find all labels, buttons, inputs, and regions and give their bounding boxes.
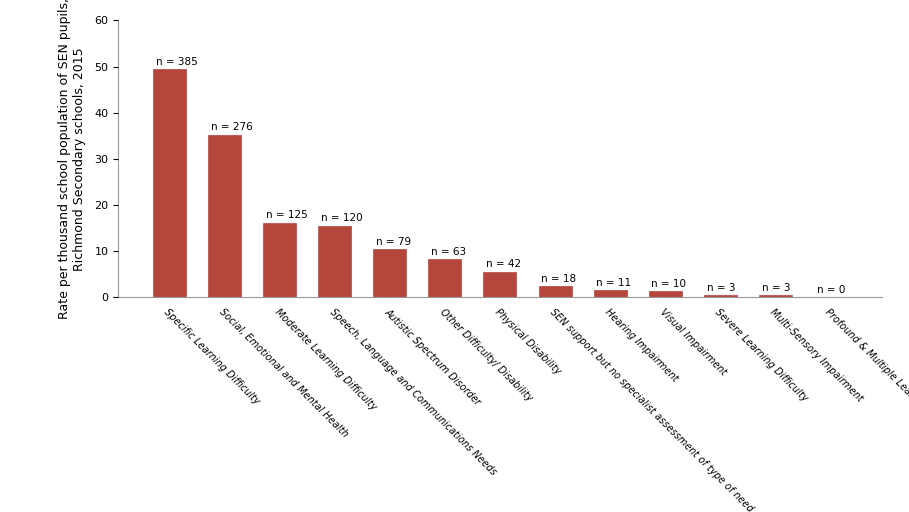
Y-axis label: Rate per thousand school population of SEN pupils,
Richmond Secondary schools, 2: Rate per thousand school population of S… (58, 0, 86, 319)
Text: n = 42: n = 42 (486, 259, 521, 269)
Bar (208, 135, 241, 297)
Text: n = 125: n = 125 (265, 210, 307, 221)
Bar (374, 249, 406, 297)
Text: n = 0: n = 0 (816, 285, 845, 295)
Bar (428, 259, 462, 297)
Text: n = 385: n = 385 (155, 56, 197, 67)
Text: n = 79: n = 79 (376, 237, 411, 247)
Text: n = 63: n = 63 (431, 247, 466, 257)
Text: n = 10: n = 10 (652, 279, 686, 289)
Bar (594, 290, 626, 297)
Text: n = 11: n = 11 (596, 278, 632, 288)
Text: n = 276: n = 276 (211, 122, 253, 133)
Bar (538, 286, 572, 297)
Bar (759, 295, 792, 297)
Bar (484, 272, 516, 297)
Bar (649, 291, 682, 297)
Bar (263, 223, 296, 297)
Bar (704, 295, 737, 297)
Text: n = 3: n = 3 (706, 283, 735, 293)
Text: n = 3: n = 3 (762, 283, 790, 293)
Bar (153, 69, 186, 297)
Text: n = 18: n = 18 (541, 273, 576, 284)
Text: n = 120: n = 120 (321, 213, 363, 223)
Bar (318, 226, 351, 297)
